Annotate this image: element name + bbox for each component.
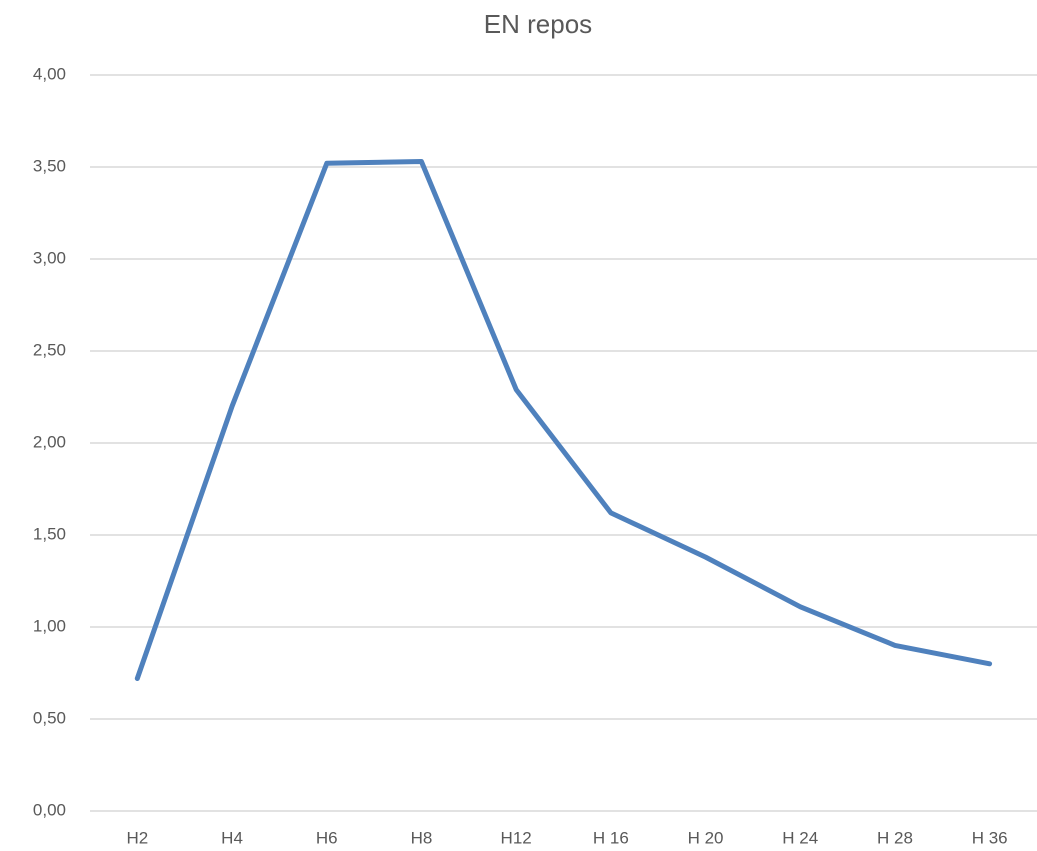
y-tick-label: 0,50 bbox=[33, 708, 66, 727]
x-tick-label: H12 bbox=[501, 828, 532, 847]
y-tick-label: 4,00 bbox=[33, 64, 66, 83]
x-tick-label: H 28 bbox=[877, 828, 913, 847]
y-tick-label: 3,00 bbox=[33, 248, 66, 267]
x-tick-label: H 16 bbox=[593, 828, 629, 847]
x-tick-label: H8 bbox=[411, 828, 433, 847]
y-tick-label: 2,00 bbox=[33, 432, 66, 451]
y-tick-label: 1,00 bbox=[33, 616, 66, 635]
data-line bbox=[134, 159, 993, 681]
x-tick-label: H 20 bbox=[688, 828, 724, 847]
y-tick-label: 2,50 bbox=[33, 340, 66, 359]
x-tick-label: H 24 bbox=[782, 828, 818, 847]
y-tick-label: 3,50 bbox=[33, 156, 66, 175]
chart-title: EN repos bbox=[484, 9, 592, 39]
x-tick-label: H4 bbox=[221, 828, 243, 847]
y-tick-label: 1,50 bbox=[33, 524, 66, 543]
x-tick-label: H 36 bbox=[972, 828, 1008, 847]
y-tick-label: 0,00 bbox=[33, 800, 66, 819]
x-tick-label: H6 bbox=[316, 828, 338, 847]
x-tick-label: H2 bbox=[126, 828, 148, 847]
